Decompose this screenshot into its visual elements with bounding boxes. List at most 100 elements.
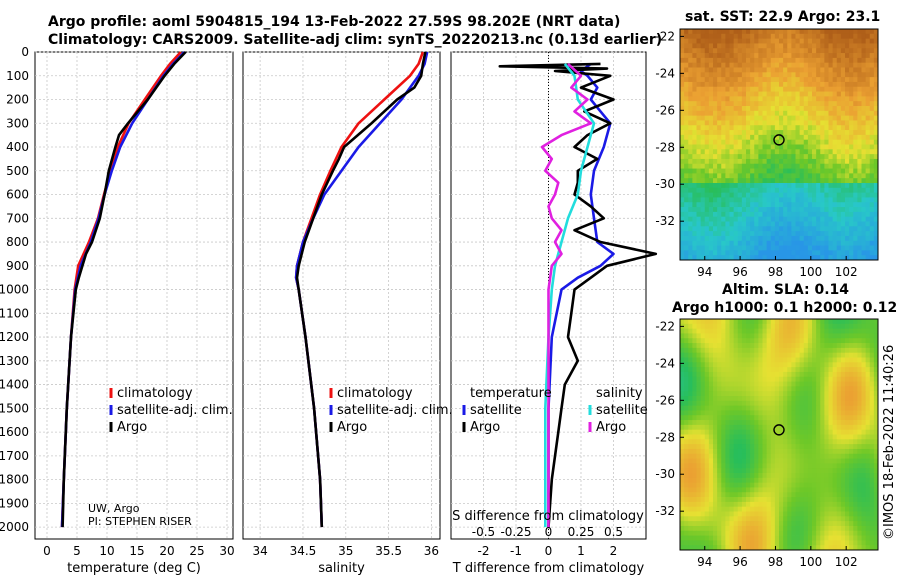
map-y-tick-label: -26 xyxy=(655,103,675,117)
map-x-tick-label: 102 xyxy=(835,265,858,279)
map-x-tick-label: 100 xyxy=(799,555,822,569)
map-y-tick-label: -32 xyxy=(655,214,675,228)
y-tick-label: 1200 xyxy=(0,330,29,344)
title-line-2: Climatology: CARS2009. Satellite-adj cli… xyxy=(48,32,663,48)
x-tick-label: 1 xyxy=(577,544,585,558)
top-axis-label: S difference from climatology xyxy=(452,509,644,524)
legend-label: Argo xyxy=(596,420,626,435)
series-line-t-argo xyxy=(498,62,658,528)
x-tick-label: 0 xyxy=(545,544,553,558)
y-tick-label: 200 xyxy=(6,93,29,107)
legend-label: satellite xyxy=(596,403,648,418)
y-tick-label: 1100 xyxy=(0,306,29,320)
y-tick-label: 0 xyxy=(21,45,29,59)
y-tick-label: 300 xyxy=(6,116,29,130)
map-x-tick-label: 98 xyxy=(768,555,783,569)
x-tick-label: 34.5 xyxy=(290,544,317,558)
top-tick-label: 0.25 xyxy=(568,525,595,539)
y-tick-label: 400 xyxy=(6,140,29,154)
x-tick-label: 34 xyxy=(252,544,267,558)
y-tick-label: 1500 xyxy=(0,401,29,415)
map-y-tick-label: -26 xyxy=(655,393,675,407)
plot-frame xyxy=(242,51,441,540)
map-y-tick-label: -28 xyxy=(655,140,675,154)
x-tick-label: 25 xyxy=(189,544,204,558)
x-axis-label: temperature (deg C) xyxy=(67,561,201,576)
map-y-tick-label: -30 xyxy=(655,177,675,191)
difference-panel: -2 -1 0 1 2 T difference from climatology -0.5… xyxy=(450,51,658,576)
y-tick-label: 800 xyxy=(6,235,29,249)
plot-frame xyxy=(34,51,234,540)
y-tick-label: 1600 xyxy=(0,425,29,439)
top-tick-label: 0 xyxy=(545,525,553,539)
y-tick-label: 1400 xyxy=(0,378,29,392)
series-line-argo xyxy=(61,51,187,528)
y-tick-label: 1700 xyxy=(0,449,29,463)
x-tick-label: 36 xyxy=(424,544,439,558)
x-tick-label: 20 xyxy=(159,544,174,558)
x-axis-label: salinity xyxy=(318,561,365,576)
legend-label: climatology xyxy=(117,386,193,401)
map-y-tick-label: -28 xyxy=(655,430,675,444)
altimetry-title: Altim. SLA: 0.14 xyxy=(722,282,850,298)
legend-label: satellite xyxy=(470,403,522,418)
sst-map: 94 96 98 100 102 -22 -24 -26 -28 -30 -32 xyxy=(655,28,879,279)
annotation-line-1: UW, Argo xyxy=(88,502,140,515)
x-tick-label: -2 xyxy=(478,544,490,558)
legend-label: satellite-adj. clim. xyxy=(337,403,453,418)
legend-label: Argo xyxy=(117,420,147,435)
x-tick-label: 10 xyxy=(99,544,114,558)
map-x-tick-label: 94 xyxy=(697,555,712,569)
map-x-tick-label: 100 xyxy=(799,265,822,279)
x-tick-label: 5 xyxy=(73,544,81,558)
x-tick-label: 35 xyxy=(338,544,353,558)
map-y-tick-label: -24 xyxy=(655,356,675,370)
x-tick-label: 2 xyxy=(610,544,618,558)
top-tick-label: 0.5 xyxy=(604,525,623,539)
series-line-argo xyxy=(295,51,427,528)
y-tick-label: 900 xyxy=(6,259,29,273)
top-tick-label: -0.25 xyxy=(500,525,531,539)
map-x-tick-label: 94 xyxy=(697,265,712,279)
legend-label: Argo xyxy=(337,420,367,435)
legend-title-salinity: salinity xyxy=(596,386,643,401)
y-tick-label: 1900 xyxy=(0,496,29,510)
map-x-tick-label: 96 xyxy=(732,265,747,279)
sla-map: 94 96 98 100 102 -22 -24 -26 -28 -30 -32 xyxy=(655,318,879,569)
map-x-tick-label: 102 xyxy=(835,555,858,569)
argo-location-marker xyxy=(773,134,785,146)
y-tick-label: 500 xyxy=(6,164,29,178)
argo-location-marker xyxy=(773,424,785,436)
map-y-tick-label: -22 xyxy=(655,29,675,43)
title-line-1: Argo profile: aoml 5904815_194 13-Feb-20… xyxy=(48,14,621,30)
y-tick-label: 1300 xyxy=(0,354,29,368)
map-frame xyxy=(679,28,879,261)
salinity-panel: 34 34.5 35 35.5 36 salinity climatology satelli… xyxy=(242,51,453,576)
y-tick-label: 100 xyxy=(6,69,29,83)
series-line-s-argo xyxy=(540,62,593,528)
map-y-tick-label: -32 xyxy=(655,504,675,518)
x-tick-label: 30 xyxy=(219,544,234,558)
top-tick-label: -0.5 xyxy=(472,525,495,539)
series-line-s-satellite xyxy=(543,63,596,528)
map-y-tick-label: -30 xyxy=(655,467,675,481)
x-tick-label: 15 xyxy=(129,544,144,558)
altimetry-argo-title: Argo h1000: 0.1 h2000: 0.12 xyxy=(672,300,898,316)
temperature-panel: 0100200300400500600700800900100011001200… xyxy=(0,45,235,576)
map-y-tick-label: -24 xyxy=(655,66,675,80)
x-axis-label: T difference from climatology xyxy=(452,561,645,576)
y-tick-label: 1800 xyxy=(0,473,29,487)
y-tick-label: 2000 xyxy=(0,520,29,534)
map-y-tick-label: -22 xyxy=(655,319,675,333)
annotation-line-2: PI: STEPHEN RISER xyxy=(88,515,192,528)
map-frame xyxy=(679,318,879,551)
y-tick-label: 600 xyxy=(6,188,29,202)
y-tick-label: 700 xyxy=(6,211,29,225)
legend-label: Argo xyxy=(470,420,500,435)
y-tick-label: 1000 xyxy=(0,283,29,297)
map-x-tick-label: 98 xyxy=(768,265,783,279)
legend-title-temperature: temperature xyxy=(470,386,552,401)
x-tick-label: 0 xyxy=(43,544,51,558)
sst-map-title: sat. SST: 22.9 Argo: 23.1 xyxy=(685,9,881,25)
